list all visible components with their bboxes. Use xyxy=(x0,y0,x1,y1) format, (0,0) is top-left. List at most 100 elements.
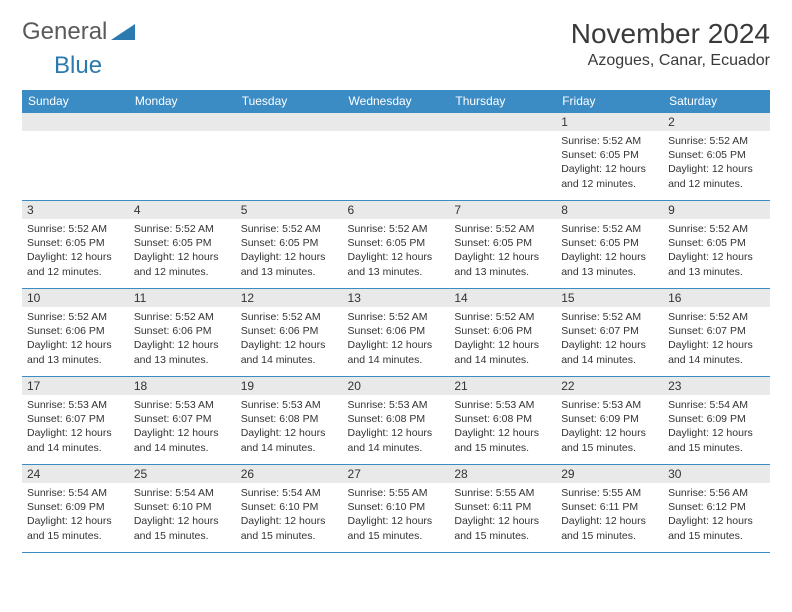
calendar-cell: 23Sunrise: 5:54 AMSunset: 6:09 PMDayligh… xyxy=(663,377,770,465)
calendar-cell: 26Sunrise: 5:54 AMSunset: 6:10 PMDayligh… xyxy=(236,465,343,553)
calendar-cell: 9Sunrise: 5:52 AMSunset: 6:05 PMDaylight… xyxy=(663,201,770,289)
day-body: Sunrise: 5:52 AMSunset: 6:06 PMDaylight:… xyxy=(343,307,450,371)
sunset-text: Sunset: 6:05 PM xyxy=(134,236,231,250)
day-body: Sunrise: 5:52 AMSunset: 6:06 PMDaylight:… xyxy=(236,307,343,371)
calendar-cell: 20 Sunrise: 5:53 AMSunset: 6:08 PMDayligh… xyxy=(343,377,450,465)
sunrise-text: Sunrise: 5:52 AM xyxy=(454,222,551,236)
calendar-cell: 25Sunrise: 5:54 AMSunset: 6:10 PMDayligh… xyxy=(129,465,236,553)
sunrise-text: Sunrise: 5:52 AM xyxy=(561,222,658,236)
sunset-text: Sunset: 6:08 PM xyxy=(454,412,551,426)
logo-text-blue: Blue xyxy=(54,52,102,79)
day-body: Sunrise: 5:52 AMSunset: 6:05 PMDaylight:… xyxy=(129,219,236,283)
day-body: Sunrise: 5:52 AMSunset: 6:05 PMDaylight:… xyxy=(556,219,663,283)
calendar-cell xyxy=(343,113,450,201)
calendar-cell xyxy=(22,113,129,201)
daylight-text: Daylight: 12 hours and 15 minutes. xyxy=(348,514,445,542)
sunrise-text: Sunrise: 5:52 AM xyxy=(241,222,338,236)
day-number: 13 xyxy=(343,289,450,307)
daylight-text: Daylight: 12 hours and 14 minutes. xyxy=(27,426,124,454)
sunset-text: Sunset: 6:05 PM xyxy=(668,236,765,250)
day-number: 3 xyxy=(22,201,129,219)
sunrise-text: Sunrise: 5:55 AM xyxy=(561,486,658,500)
day-body: Sunrise: 5:52 AMSunset: 6:06 PMDaylight:… xyxy=(449,307,556,371)
calendar-cell: 7Sunrise: 5:52 AMSunset: 6:05 PMDaylight… xyxy=(449,201,556,289)
daylight-text: Daylight: 12 hours and 14 minutes. xyxy=(454,338,551,366)
day-body: Sunrise: 5:53 AMSunset: 6:09 PMDaylight:… xyxy=(556,395,663,459)
calendar-cell: 6Sunrise: 5:52 AMSunset: 6:05 PMDaylight… xyxy=(343,201,450,289)
daylight-text: Daylight: 12 hours and 13 minutes. xyxy=(241,250,338,278)
day-body: Sunrise: 5:53 AMSunset: 6:07 PMDaylight:… xyxy=(22,395,129,459)
day-number: 7 xyxy=(449,201,556,219)
sunset-text: Sunset: 6:05 PM xyxy=(668,148,765,162)
day-number: 16 xyxy=(663,289,770,307)
sunset-text: Sunset: 6:05 PM xyxy=(561,236,658,250)
sunset-text: Sunset: 6:12 PM xyxy=(668,500,765,514)
day-number: 21 xyxy=(449,377,556,395)
calendar-cell: 4Sunrise: 5:52 AMSunset: 6:05 PMDaylight… xyxy=(129,201,236,289)
sunrise-text: Sunrise: 5:56 AM xyxy=(668,486,765,500)
calendar-row: 3Sunrise: 5:52 AMSunset: 6:05 PMDaylight… xyxy=(22,201,770,289)
sunset-text: Sunset: 6:07 PM xyxy=(561,324,658,338)
sunset-text: Sunset: 6:05 PM xyxy=(241,236,338,250)
location: Azogues, Canar, Ecuador xyxy=(571,52,770,70)
daylight-text: Daylight: 12 hours and 15 minutes. xyxy=(27,514,124,542)
calendar-row: 17Sunrise: 5:53 AMSunset: 6:07 PMDayligh… xyxy=(22,377,770,465)
calendar-cell: 21Sunrise: 5:53 AMSunset: 6:08 PMDayligh… xyxy=(449,377,556,465)
daylight-text: Daylight: 12 hours and 15 minutes. xyxy=(454,514,551,542)
day-number: 30 xyxy=(663,465,770,483)
sunrise-text: Sunrise: 5:54 AM xyxy=(241,486,338,500)
day-number: 2 xyxy=(663,113,770,131)
day-number: 23 xyxy=(663,377,770,395)
sunset-text: Sunset: 6:05 PM xyxy=(561,148,658,162)
calendar-cell: 10Sunrise: 5:52 AMSunset: 6:06 PMDayligh… xyxy=(22,289,129,377)
day-header: Sunday xyxy=(22,90,129,113)
sunrise-text: Sunrise: 5:53 AM xyxy=(561,398,658,412)
day-body: Sunrise: 5:55 AMSunset: 6:11 PMDaylight:… xyxy=(556,483,663,547)
day-number: 14 xyxy=(449,289,556,307)
calendar-cell: 14Sunrise: 5:52 AMSunset: 6:06 PMDayligh… xyxy=(449,289,556,377)
sunset-text: Sunset: 6:06 PM xyxy=(454,324,551,338)
sunrise-text: Sunrise: 5:53 AM xyxy=(348,398,445,412)
day-body: Sunrise: 5:52 AMSunset: 6:07 PMDaylight:… xyxy=(663,307,770,371)
month-title: November 2024 xyxy=(571,18,770,50)
calendar-cell: 29Sunrise: 5:55 AMSunset: 6:11 PMDayligh… xyxy=(556,465,663,553)
calendar-cell: 27Sunrise: 5:55 AMSunset: 6:10 PMDayligh… xyxy=(343,465,450,553)
day-header: Friday xyxy=(556,90,663,113)
calendar-cell xyxy=(129,113,236,201)
day-number-bar xyxy=(343,113,450,131)
calendar-cell xyxy=(449,113,556,201)
day-body: Sunrise: 5:52 AMSunset: 6:06 PMDaylight:… xyxy=(129,307,236,371)
calendar-row: 1Sunrise: 5:52 AMSunset: 6:05 PMDaylight… xyxy=(22,113,770,201)
sunset-text: Sunset: 6:06 PM xyxy=(241,324,338,338)
calendar-cell: 1Sunrise: 5:52 AMSunset: 6:05 PMDaylight… xyxy=(556,113,663,201)
sunset-text: Sunset: 6:08 PM xyxy=(241,412,338,426)
sunrise-text: Sunrise: 5:53 AM xyxy=(27,398,124,412)
calendar-cell: 18Sunrise: 5:53 AMSunset: 6:07 PMDayligh… xyxy=(129,377,236,465)
calendar-cell: 8Sunrise: 5:52 AMSunset: 6:05 PMDaylight… xyxy=(556,201,663,289)
calendar-table: Sunday Monday Tuesday Wednesday Thursday… xyxy=(22,90,770,553)
sunset-text: Sunset: 6:07 PM xyxy=(27,412,124,426)
sunset-text: Sunset: 6:08 PM xyxy=(348,412,445,426)
daylight-text: Daylight: 12 hours and 12 minutes. xyxy=(668,162,765,190)
daylight-text: Daylight: 12 hours and 14 minutes. xyxy=(134,426,231,454)
day-body: Sunrise: 5:55 AMSunset: 6:10 PMDaylight:… xyxy=(343,483,450,547)
day-number: 20 xyxy=(343,377,450,395)
day-header: Saturday xyxy=(663,90,770,113)
sunrise-text: Sunrise: 5:52 AM xyxy=(348,222,445,236)
day-body: Sunrise: 5:54 AMSunset: 6:09 PMDaylight:… xyxy=(22,483,129,547)
sunrise-text: Sunrise: 5:52 AM xyxy=(134,222,231,236)
sunset-text: Sunset: 6:10 PM xyxy=(134,500,231,514)
daylight-text: Daylight: 12 hours and 12 minutes. xyxy=(561,162,658,190)
sunset-text: Sunset: 6:09 PM xyxy=(668,412,765,426)
day-number: 5 xyxy=(236,201,343,219)
sunrise-text: Sunrise: 5:52 AM xyxy=(561,134,658,148)
sunrise-text: Sunrise: 5:53 AM xyxy=(134,398,231,412)
calendar-row: 10Sunrise: 5:52 AMSunset: 6:06 PMDayligh… xyxy=(22,289,770,377)
sunrise-text: Sunrise: 5:54 AM xyxy=(27,486,124,500)
calendar-cell: 16Sunrise: 5:52 AMSunset: 6:07 PMDayligh… xyxy=(663,289,770,377)
sunset-text: Sunset: 6:07 PM xyxy=(668,324,765,338)
day-number: 12 xyxy=(236,289,343,307)
day-number: 26 xyxy=(236,465,343,483)
daylight-text: Daylight: 12 hours and 14 minutes. xyxy=(348,426,445,454)
daylight-text: Daylight: 12 hours and 13 minutes. xyxy=(348,250,445,278)
